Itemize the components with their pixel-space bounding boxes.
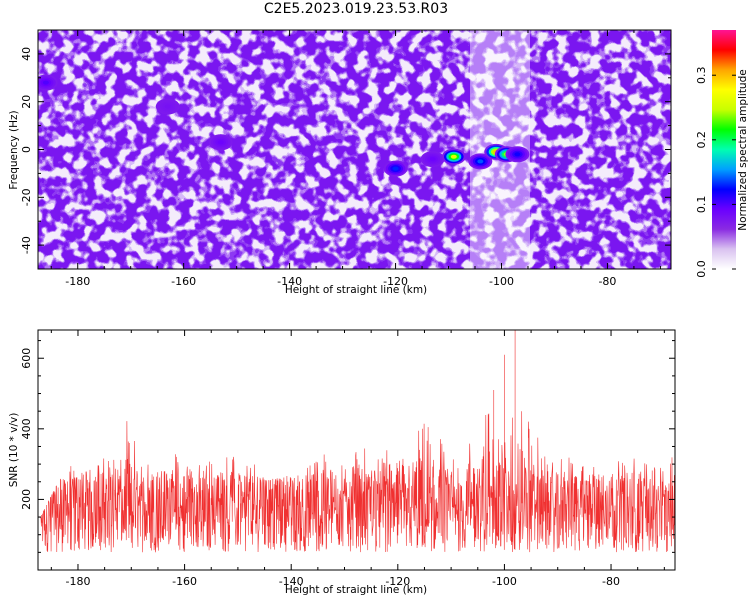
snr-y-tick-label-600: 600	[20, 348, 33, 369]
colorbar-tick-label-0.3: 0.3	[695, 66, 708, 84]
heatmap-x-tick-label--160: -160	[171, 275, 196, 288]
snr-x-tick-label--180: -180	[65, 575, 90, 588]
snr-y-label: SNR (10 * v/v)	[8, 413, 20, 488]
snr-x-axis: -180 -160 -140 -120 -100 -80	[50, 330, 665, 588]
figure-title: C2E5.2023.019.23.53.R03	[263, 1, 449, 17]
heatmap-y-tick-label-40: 40	[20, 47, 33, 61]
heatmap-y-tick-label-20: 20	[20, 95, 33, 109]
colorbar-bar	[712, 30, 736, 269]
heatmap-x-tick-label--100: -100	[489, 275, 514, 288]
heatmap-noise-field	[38, 30, 671, 269]
heatmap-hotspot-1-level-4	[429, 157, 436, 162]
snr-panel: -180 -160 -140 -120 -100 -80 200 400 600 Height…	[8, 329, 676, 596]
heatmap-hotspot-7-level-4	[217, 140, 224, 145]
heatmap-hotspot-3-level-4	[477, 159, 484, 164]
heatmap-y-tick-label--40: -40	[20, 236, 33, 254]
snr-y-axis: 200 400 600	[20, 340, 675, 571]
heatmap-panel: -180 -160 -140 -120 -100 -80 -40 -20 0 20 40 Heig…	[8, 29, 672, 296]
heatmap-x-tick-label--80: -80	[598, 275, 616, 288]
snr-y-tick-label-400: 400	[20, 418, 33, 439]
snr-x-tick-label--100: -100	[492, 575, 517, 588]
heatmap-hotspots	[38, 74, 530, 177]
colorbar: 0.0 0.1 0.2 0.3 Normalized spectral amplitu…	[695, 30, 749, 278]
snr-x-tick-label--160: -160	[172, 575, 197, 588]
heatmap-hotspot-6-level-4	[514, 152, 521, 157]
heatmap-hotspot-0-level-4	[392, 166, 399, 171]
heatmap-y-tick-label-0: 0	[20, 146, 33, 153]
snr-series-line	[38, 330, 675, 553]
colorbar-ticks: 0.0 0.1 0.2 0.3	[695, 66, 736, 278]
snr-x-label: Height of straight line (km)	[285, 584, 427, 596]
heatmap-x-tick-label--180: -180	[65, 275, 90, 288]
heatmap-x-tick-label--120: -120	[383, 275, 408, 288]
heatmap-hotspot-2-level-4	[450, 154, 457, 159]
heatmap-hotspot-9-level-4	[164, 104, 171, 109]
colorbar-tick-label-0.2: 0.2	[695, 131, 708, 149]
snr-frame	[37, 329, 676, 571]
heatmap-y-label: Frequency (Hz)	[8, 110, 20, 189]
colorbar-tick-label-0: 0.0	[695, 260, 708, 278]
heatmap-x-tick-label--140: -140	[277, 275, 302, 288]
snr-x-tick-label--140: -140	[279, 575, 304, 588]
heatmap-hotspot-8-level-4	[42, 80, 49, 85]
snr-y-tick-label-200: 200	[20, 489, 33, 510]
heatmap-x-label: Height of straight line (km)	[285, 284, 427, 296]
colorbar-label: Normalized spectral amplitude	[737, 69, 749, 230]
heatmap-x-axis: -180 -160 -140 -120 -100 -80	[50, 30, 661, 288]
snr-x-tick-label--80: -80	[602, 575, 620, 588]
snr-x-tick-label--120: -120	[385, 575, 410, 588]
heatmap-y-axis: -40 -20 0 20 40	[20, 29, 671, 270]
heatmap-y-tick-label--20: -20	[20, 188, 33, 206]
colorbar-tick-label-0.1: 0.1	[695, 196, 708, 214]
